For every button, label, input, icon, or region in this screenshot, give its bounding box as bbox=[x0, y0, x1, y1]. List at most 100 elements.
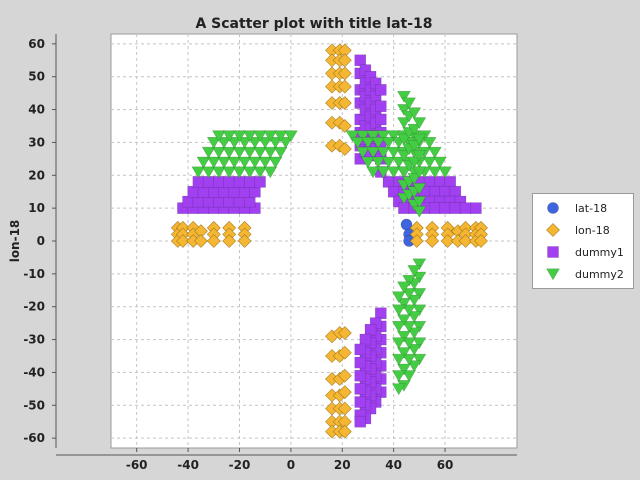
point-dummy2 bbox=[402, 288, 417, 300]
point-dummy2 bbox=[247, 156, 262, 169]
point-lon-18 bbox=[474, 234, 488, 248]
legend-item-dummy1: dummy1 bbox=[533, 241, 633, 263]
point-dummy2 bbox=[371, 136, 386, 149]
y-tick-label: -10 bbox=[23, 267, 45, 281]
point-dummy2 bbox=[412, 117, 427, 130]
point-dummy1 bbox=[382, 176, 395, 188]
point-lon-18 bbox=[337, 119, 352, 133]
point-dummy2 bbox=[376, 146, 391, 159]
point-dummy2 bbox=[407, 327, 422, 340]
point-dummy2 bbox=[427, 146, 442, 159]
point-dummy1 bbox=[439, 202, 451, 214]
point-dummy1 bbox=[354, 396, 367, 408]
y-tick-label: -30 bbox=[23, 333, 45, 347]
point-dummy2 bbox=[407, 123, 422, 136]
point-dummy1 bbox=[192, 195, 205, 208]
point-dummy2 bbox=[211, 146, 226, 159]
point-dummy2 bbox=[196, 156, 211, 169]
point-dummy2 bbox=[366, 166, 381, 179]
point-dummy2 bbox=[391, 383, 406, 396]
x-tick-label: -60 bbox=[126, 458, 148, 472]
point-dummy2 bbox=[402, 97, 417, 110]
point-dummy2 bbox=[242, 146, 257, 159]
point-dummy2 bbox=[263, 166, 278, 179]
point-dummy2 bbox=[396, 104, 411, 116]
point-dummy2 bbox=[407, 156, 422, 169]
point-dummy1 bbox=[233, 195, 246, 208]
point-dummy2 bbox=[222, 146, 237, 159]
point-dummy2 bbox=[396, 330, 411, 343]
y-tick-label: 0 bbox=[37, 234, 45, 248]
point-dummy2 bbox=[222, 130, 237, 143]
point-dummy2 bbox=[247, 136, 262, 149]
point-dummy2 bbox=[273, 146, 288, 159]
point-dummy2 bbox=[263, 130, 278, 143]
point-lon-18 bbox=[337, 142, 352, 156]
legend-marker-lon-18 bbox=[546, 223, 560, 237]
series-lat-18 bbox=[400, 218, 415, 247]
point-dummy2 bbox=[391, 337, 406, 350]
series-lon-18 bbox=[170, 43, 488, 439]
point-dummy2 bbox=[402, 370, 417, 383]
point-dummy2 bbox=[396, 363, 411, 376]
point-dummy2 bbox=[227, 156, 242, 169]
point-dummy2 bbox=[396, 166, 411, 179]
legend-swatch-lat-18 bbox=[547, 202, 559, 214]
point-dummy1 bbox=[423, 176, 436, 188]
point-dummy2 bbox=[432, 156, 447, 169]
point-dummy2 bbox=[391, 320, 406, 333]
legend-swatch-dummy2 bbox=[546, 268, 560, 281]
legend-marker-dummy2 bbox=[546, 268, 560, 281]
point-dummy1 bbox=[197, 185, 210, 198]
point-dummy2 bbox=[396, 90, 411, 103]
point-dummy2 bbox=[258, 136, 273, 149]
point-dummy2 bbox=[361, 156, 375, 169]
point-dummy1 bbox=[444, 176, 456, 188]
legend-label: dummy2 bbox=[575, 267, 624, 281]
point-dummy2 bbox=[412, 337, 427, 350]
point-dummy1 bbox=[387, 185, 400, 198]
point-dummy2 bbox=[355, 146, 370, 159]
point-dummy1 bbox=[449, 185, 462, 198]
point-dummy2 bbox=[217, 156, 232, 169]
point-dummy2 bbox=[396, 133, 411, 146]
point-dummy2 bbox=[427, 166, 442, 179]
point-dummy1 bbox=[208, 185, 220, 198]
legend-marker-lat-18 bbox=[547, 202, 559, 214]
point-dummy2 bbox=[381, 136, 396, 149]
legend-item-lat-18: lat-18 bbox=[533, 197, 633, 219]
point-dummy1 bbox=[187, 185, 200, 198]
y-tick-label: 60 bbox=[28, 37, 45, 51]
point-dummy2 bbox=[366, 146, 381, 159]
y-tick-label: 50 bbox=[28, 70, 45, 84]
point-lon-18 bbox=[237, 234, 252, 248]
point-dummy2 bbox=[396, 281, 411, 294]
point-dummy2 bbox=[391, 304, 406, 317]
y-tick-label: 10 bbox=[28, 201, 45, 215]
point-dummy2 bbox=[222, 166, 237, 179]
point-lon-18 bbox=[337, 385, 352, 400]
point-dummy2 bbox=[407, 173, 422, 185]
point-dummy2 bbox=[381, 156, 396, 169]
point-dummy1 bbox=[428, 185, 441, 198]
point-dummy1 bbox=[428, 202, 441, 214]
point-dummy1 bbox=[228, 185, 241, 198]
point-dummy1 bbox=[354, 54, 367, 67]
point-dummy2 bbox=[237, 136, 252, 149]
legend: lat-18 lon-18 dummy1 dummy2 bbox=[532, 193, 634, 289]
point-dummy2 bbox=[422, 156, 437, 169]
point-dummy2 bbox=[242, 166, 257, 179]
point-dummy1 bbox=[213, 195, 225, 208]
point-lon-18 bbox=[176, 234, 190, 248]
point-dummy2 bbox=[201, 146, 216, 159]
point-dummy1 bbox=[354, 383, 367, 395]
point-dummy1 bbox=[375, 84, 387, 96]
point-dummy2 bbox=[407, 343, 422, 356]
point-dummy1 bbox=[218, 185, 230, 198]
point-dummy2 bbox=[396, 347, 411, 360]
point-dummy2 bbox=[412, 288, 427, 300]
point-dummy2 bbox=[407, 294, 422, 307]
point-dummy2 bbox=[407, 140, 422, 153]
point-dummy2 bbox=[396, 297, 411, 310]
